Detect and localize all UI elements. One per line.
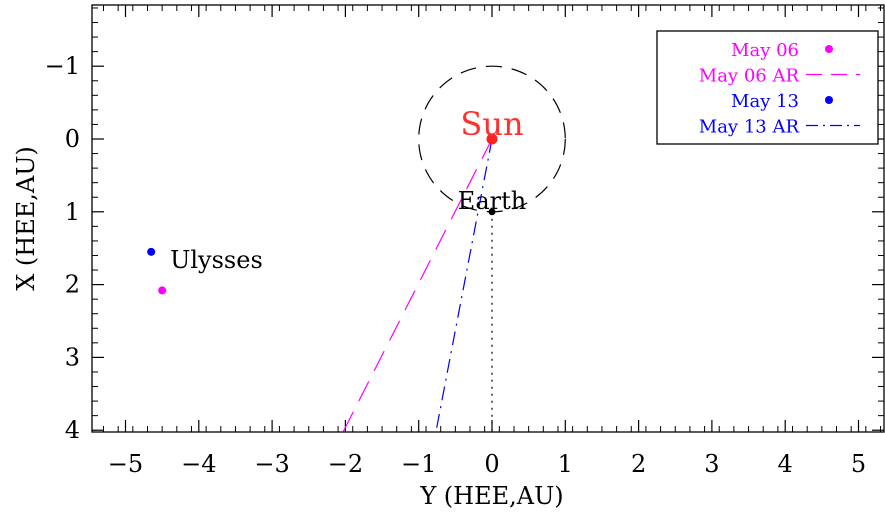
legend-dot-marker [825, 96, 833, 104]
x-tick-label: 5 [851, 450, 866, 478]
x-tick-label: −5 [108, 450, 143, 478]
body-labels: Sun Earth Ulysses [170, 105, 526, 274]
sun-label: Sun [460, 105, 523, 143]
may-06-ar-line [340, 139, 492, 437]
legend: May 06 May 06 AR May 13 May 13 AR [657, 31, 878, 144]
x-tick-label: −1 [401, 450, 436, 478]
x-axis-label: Y (HEE,AU) [419, 482, 563, 510]
ulysses-marker [147, 248, 155, 256]
x-tick-label: 0 [484, 450, 499, 478]
x-tick-label: 4 [778, 450, 793, 478]
x-tick-label: −3 [254, 450, 289, 478]
y-tick-label: 2 [65, 271, 80, 299]
x-tick-label: 2 [631, 450, 646, 478]
legend-entry-label: May 06 [731, 40, 799, 61]
x-tick-label: −2 [328, 450, 363, 478]
y-tick-label: 4 [65, 416, 80, 444]
y-tick-label: 0 [65, 125, 80, 153]
x-tick-label: 3 [704, 450, 719, 478]
legend-entry-label: May 13 AR [699, 117, 800, 138]
ulysses-may06-marker [158, 286, 166, 294]
may-13-ar-line [435, 139, 492, 437]
y-tick-label: 1 [65, 198, 80, 226]
y-axis-label: X (HEE,AU) [12, 146, 40, 291]
legend-entry-label: May 06 AR [699, 66, 800, 87]
y-tick-label: −1 [45, 52, 80, 80]
x-tick-label: −4 [181, 450, 216, 478]
x-tick-label: 1 [558, 450, 573, 478]
ulysses-label: Ulysses [170, 246, 263, 274]
y-tick-label: 3 [65, 343, 80, 371]
legend-entry-label: May 13 [731, 91, 799, 112]
earth-label: Earth [458, 187, 526, 215]
legend-dot-marker [825, 45, 833, 53]
